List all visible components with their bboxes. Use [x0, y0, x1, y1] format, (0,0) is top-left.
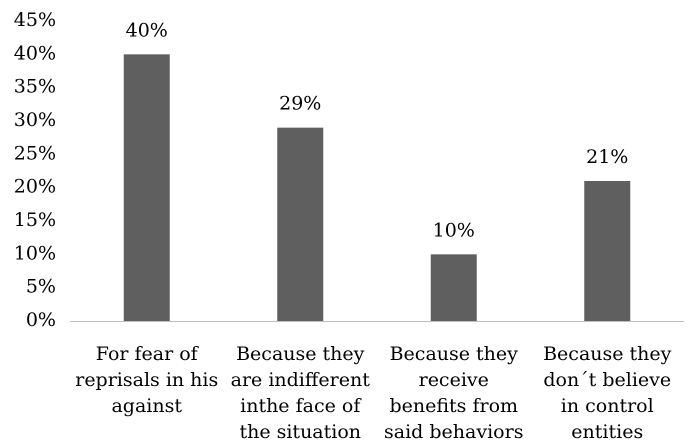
- category-label: For fear of reprisals in his against: [75, 343, 218, 417]
- category-label-line: are indifferent: [231, 369, 371, 391]
- category-label: Because they receive benefits from said beh…: [384, 343, 523, 443]
- category-label-line: Because they: [543, 343, 672, 365]
- category-label-line: entities: [571, 421, 643, 443]
- data-label: 10%: [433, 219, 475, 241]
- category-label-line: benefits from: [389, 395, 518, 417]
- category-label: Because they don´t believe in control entit…: [543, 343, 672, 443]
- y-tick-label: 5%: [26, 276, 56, 298]
- category-label-line: said behaviors: [384, 421, 523, 443]
- category-label-line: don´t believe: [543, 369, 671, 391]
- category-label-line: reprisals in his: [75, 369, 218, 391]
- category-label-line: For fear of: [96, 343, 200, 365]
- data-labels: 40% 29% 10% 21%: [126, 19, 629, 241]
- y-tick-label: 40%: [14, 42, 56, 64]
- bars: [123, 54, 631, 322]
- category-label: Because they are indifferent inthe face of…: [231, 343, 371, 443]
- y-tick-label: 45%: [14, 9, 56, 31]
- y-tick-label: 35%: [14, 76, 56, 98]
- bar: [584, 181, 631, 321]
- y-tick-label: 0%: [26, 309, 56, 331]
- category-label-line: inthe face of: [240, 395, 362, 417]
- category-label-line: Because they: [390, 343, 519, 365]
- category-labels: For fear of reprisals in his against Becaus…: [75, 343, 671, 443]
- category-label-line: against: [111, 395, 182, 417]
- data-label: 29%: [279, 93, 321, 115]
- bar: [123, 54, 170, 321]
- y-tick-label: 30%: [14, 109, 56, 131]
- data-label: 40%: [126, 19, 168, 41]
- category-label-line: receive: [419, 369, 489, 391]
- bar: [430, 254, 477, 321]
- category-label-line: the situation: [239, 421, 361, 443]
- y-axis-ticks: 0% 5% 10% 15% 20% 25% 30% 35% 40% 45%: [14, 9, 56, 331]
- y-tick-label: 15%: [14, 209, 56, 231]
- bar: [277, 127, 324, 322]
- y-tick-label: 10%: [14, 242, 56, 264]
- y-tick-label: 20%: [14, 176, 56, 198]
- data-label: 21%: [586, 146, 628, 168]
- y-tick-label: 25%: [14, 142, 56, 164]
- category-label-line: in control: [561, 395, 654, 417]
- category-label-line: Because they: [236, 343, 365, 365]
